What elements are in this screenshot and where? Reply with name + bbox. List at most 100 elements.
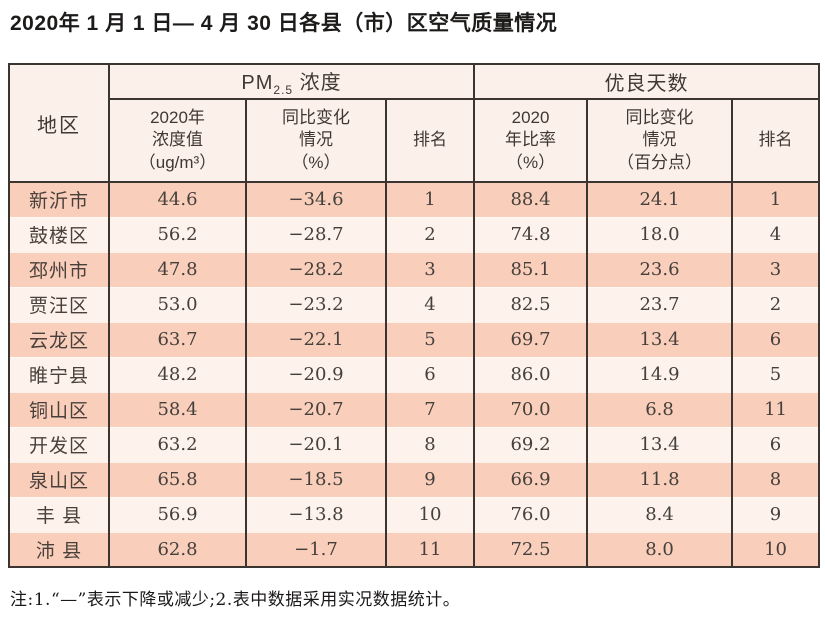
pm-change-cell: −28.7 <box>245 216 387 253</box>
pm-rank-cell: 1 <box>384 181 476 218</box>
footnote: 注:1.“—”表示下降或减少;2.表中数据采用实况数据统计。 <box>10 590 461 611</box>
pm-rank-cell: 5 <box>384 321 476 358</box>
good-change-cell: 18.0 <box>586 216 734 253</box>
good-change-cell: 6.8 <box>586 391 734 428</box>
good-rank-cell: 5 <box>731 356 821 393</box>
good-change-cell: 8.4 <box>586 496 734 533</box>
good-ratio-cell: 72.5 <box>473 531 589 568</box>
table-row: 云龙区 63.7 −22.1 5 69.7 13.4 6 <box>8 321 821 358</box>
pm-rank-cell: 3 <box>384 251 476 288</box>
good-change-cell: 23.6 <box>586 251 734 288</box>
pm-rank-cell: 11 <box>384 531 476 568</box>
good-rank-cell: 6 <box>731 426 821 463</box>
pm-change-cell: −1.7 <box>245 531 387 568</box>
column-header-pm-rank: 排名 <box>384 99 476 184</box>
pm-value-cell: 56.9 <box>108 496 247 533</box>
pm-change-cell: −23.2 <box>245 286 387 323</box>
table-body: 新沂市 44.6 −34.6 1 88.4 24.1 1 鼓楼区 56.2 −28.7 2 74.8 1… <box>8 181 821 568</box>
region-cell: 贾汪区 <box>8 286 110 323</box>
pm-value-cell: 58.4 <box>108 391 247 428</box>
region-cell: 沛 县 <box>8 531 110 568</box>
pm-value-cell: 48.2 <box>108 356 247 393</box>
column-header-pm-change: 同比变化 情况 （%） <box>245 99 387 184</box>
region-cell: 鼓楼区 <box>8 216 110 253</box>
pm25-label-prefix: PM <box>241 72 274 95</box>
good-change-cell: 24.1 <box>586 181 734 218</box>
good-change-cell: 14.9 <box>586 356 734 393</box>
good-change-cell: 23.7 <box>586 286 734 323</box>
good-ratio-cell: 66.9 <box>473 461 589 498</box>
table-row: 开发区 63.2 −20.1 8 69.2 13.4 6 <box>8 426 821 463</box>
pm-change-cell: −18.5 <box>245 461 387 498</box>
table-row: 贾汪区 53.0 −23.2 4 82.5 23.7 2 <box>8 286 821 323</box>
good-change-cell: 8.0 <box>586 531 734 568</box>
pm-change-cell: −34.6 <box>245 181 387 218</box>
good-rank-cell: 4 <box>731 216 821 253</box>
good-rank-cell: 11 <box>731 391 821 428</box>
region-cell: 新沂市 <box>8 181 110 218</box>
column-header-good-change: 同比变化 情况 （百分点） <box>586 99 734 184</box>
good-ratio-cell: 86.0 <box>473 356 589 393</box>
pm-rank-cell: 6 <box>384 356 476 393</box>
pm-change-cell: −20.9 <box>245 356 387 393</box>
good-rank-cell: 10 <box>731 531 821 568</box>
good-rank-cell: 9 <box>731 496 821 533</box>
pm-rank-cell: 8 <box>384 426 476 463</box>
pm-change-cell: −13.8 <box>245 496 387 533</box>
pm-value-cell: 65.8 <box>108 461 247 498</box>
column-group-pm25: PM2.5 浓度 <box>107 64 476 101</box>
pm-change-cell: −22.1 <box>245 321 387 358</box>
region-cell: 泉山区 <box>8 461 110 498</box>
good-rank-cell: 1 <box>731 181 821 218</box>
good-ratio-cell: 70.0 <box>473 391 589 428</box>
good-ratio-cell: 85.1 <box>473 251 589 288</box>
page-title: 2020年 1 月 1 日— 4 月 30 日各县（市）区空气质量情况 <box>10 12 558 35</box>
table-row: 铜山区 58.4 −20.7 7 70.0 6.8 11 <box>8 391 821 428</box>
table-row: 泉山区 65.8 −18.5 9 66.9 11.8 8 <box>8 461 821 498</box>
good-rank-cell: 6 <box>731 321 821 358</box>
header-group-row: 地区 PM2.5 浓度 优良天数 <box>8 64 821 184</box>
good-ratio-cell: 74.8 <box>473 216 589 253</box>
good-change-cell: 13.4 <box>586 321 734 358</box>
region-cell: 邳州市 <box>8 251 110 288</box>
pm-rank-cell: 10 <box>384 496 476 533</box>
pm-value-cell: 56.2 <box>108 216 247 253</box>
good-change-cell: 11.8 <box>586 461 734 498</box>
good-ratio-cell: 76.0 <box>473 496 589 533</box>
air-quality-table: 地区 PM2.5 浓度 优良天数 2020年 浓度值 （ug/m³） 同比变化 … <box>8 63 821 569</box>
good-rank-cell: 3 <box>731 251 821 288</box>
column-header-good-ratio: 2020 年比率 （%） <box>473 99 589 184</box>
good-ratio-cell: 69.2 <box>473 426 589 463</box>
good-ratio-cell: 82.5 <box>473 286 589 323</box>
header-sub-row: 2020年 浓度值 （ug/m³） 同比变化 情况 （%） 排名 2020 年比… <box>9 99 821 184</box>
region-cell: 丰 县 <box>8 496 110 533</box>
pm-value-cell: 63.2 <box>108 426 247 463</box>
table-row: 丰 县 56.9 −13.8 10 76.0 8.4 9 <box>8 496 821 533</box>
table-row: 鼓楼区 56.2 −28.7 2 74.8 18.0 4 <box>8 216 821 253</box>
good-rank-cell: 8 <box>731 461 821 498</box>
pm-value-cell: 62.8 <box>108 531 247 568</box>
good-ratio-cell: 88.4 <box>473 181 589 218</box>
pm-change-cell: −20.1 <box>245 426 387 463</box>
region-cell: 铜山区 <box>8 391 110 428</box>
column-header-pm-value: 2020年 浓度值 （ug/m³） <box>108 99 247 184</box>
table-row: 睢宁县 48.2 −20.9 6 86.0 14.9 5 <box>8 356 821 393</box>
pm-rank-cell: 9 <box>384 461 476 498</box>
pm-rank-cell: 2 <box>384 216 476 253</box>
pm-value-cell: 53.0 <box>108 286 247 323</box>
column-group-good-days: 优良天数 <box>473 64 821 101</box>
good-rank-cell: 2 <box>731 286 821 323</box>
pm25-label-subscript: 2.5 <box>273 83 294 98</box>
good-change-cell: 13.4 <box>586 426 734 463</box>
pm25-label-suffix: 浓度 <box>293 72 342 95</box>
table-header: 地区 PM2.5 浓度 优良天数 2020年 浓度值 （ug/m³） 同比变化 … <box>8 64 821 184</box>
pm-rank-cell: 4 <box>384 286 476 323</box>
pm-value-cell: 44.6 <box>108 181 247 218</box>
pm-value-cell: 63.7 <box>108 321 247 358</box>
table-row: 邳州市 47.8 −28.2 3 85.1 23.6 3 <box>8 251 821 288</box>
column-header-region: 地区 <box>8 64 110 184</box>
table-row: 沛 县 62.8 −1.7 11 72.5 8.0 10 <box>8 531 821 568</box>
region-cell: 云龙区 <box>8 321 110 358</box>
column-header-good-rank: 排名 <box>731 99 821 184</box>
pm-change-cell: −20.7 <box>245 391 387 428</box>
